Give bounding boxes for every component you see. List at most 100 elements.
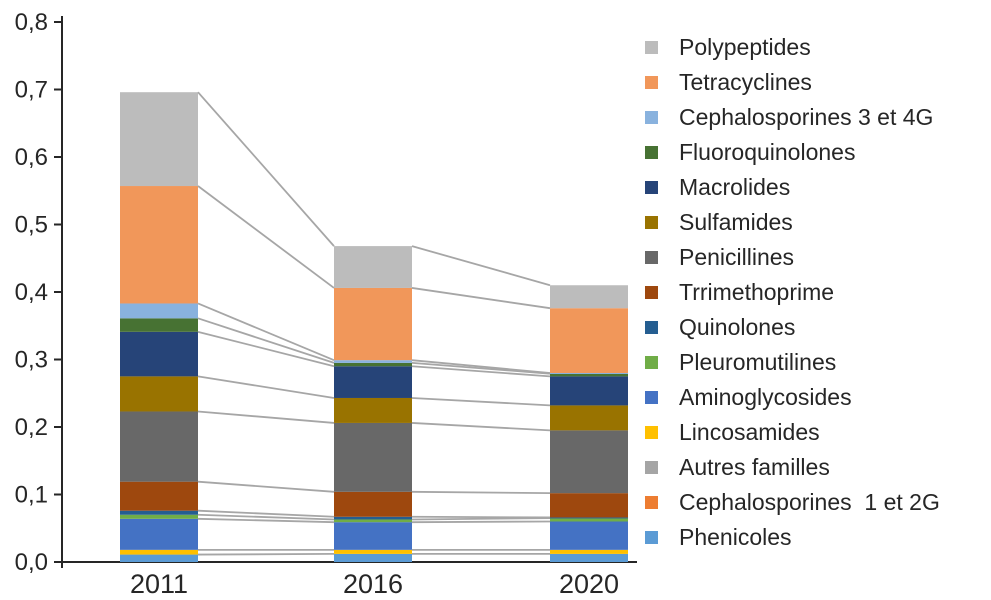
legend-swatch-icon bbox=[645, 425, 658, 439]
legend-label: Polypeptides bbox=[679, 34, 811, 60]
legend-swatch-icon bbox=[645, 250, 658, 264]
bar-segment-pleuromutilines-2016 bbox=[334, 519, 412, 523]
legend-item-lincosamides: Lincosamides bbox=[645, 421, 940, 444]
connector-line bbox=[411, 490, 551, 495]
legend-item-cephalosporines-3-et-4g: Cephalosporines 3 et 4G bbox=[645, 104, 940, 130]
legend-item-quinolones: Quinolones bbox=[645, 314, 940, 340]
connector-line bbox=[197, 410, 335, 424]
legend-swatch-icon bbox=[645, 110, 658, 124]
bar-segment-lincosamides-2020 bbox=[550, 549, 628, 554]
connector-line bbox=[411, 520, 551, 524]
legend-swatch-icon bbox=[645, 355, 658, 369]
y-tick-label: 0,4 bbox=[15, 279, 48, 306]
bar-segment-phenicoles-2020 bbox=[550, 553, 628, 562]
legend-item-macrolides: Macrolides bbox=[645, 174, 940, 200]
legend-item-penicillines: Penicillines bbox=[645, 244, 940, 270]
legend-label: Pleuromutilines bbox=[679, 349, 837, 375]
y-tick-label: 0,2 bbox=[15, 414, 48, 441]
bar-segment-aminoglycosides-2016 bbox=[334, 522, 412, 550]
bar-segment-tetracyclines-2016 bbox=[334, 287, 412, 361]
legend-swatch-icon bbox=[645, 285, 658, 299]
y-tick-label: 0,7 bbox=[15, 77, 48, 104]
bar-segment-penicillines-2016 bbox=[334, 422, 412, 492]
legend-label: Cephalosporines 3 et 4G bbox=[679, 104, 934, 130]
y-tick-label: 0,3 bbox=[15, 347, 48, 374]
legend-item-cephalosporines-1-et-2g: Cephalosporines 1 et 2G bbox=[645, 489, 940, 515]
bar-segment-penicillines-2011 bbox=[120, 411, 198, 482]
connector-line bbox=[197, 553, 335, 556]
bar-segment-fluoroquinolones-2020 bbox=[550, 373, 628, 377]
y-tick-label: 0,6 bbox=[15, 144, 48, 171]
bar-segment-sulfamides-2020 bbox=[550, 405, 628, 431]
bar-segment-lincosamides-2016 bbox=[334, 549, 412, 554]
bar-segment-phenicoles-2016 bbox=[334, 553, 412, 562]
legend-item-pleuromutilines: Pleuromutilines bbox=[645, 349, 940, 375]
y-tick-label: 0,1 bbox=[15, 482, 48, 509]
bar-segment-pleuromutilines-2011 bbox=[120, 514, 198, 519]
x-category-label: 2016 bbox=[343, 569, 403, 599]
legend-label: Phenicoles bbox=[679, 524, 792, 550]
connector-line bbox=[197, 185, 335, 289]
bar-segment-penicillines-2020 bbox=[550, 430, 628, 494]
legend-item-phenicoles: Phenicoles bbox=[645, 524, 940, 550]
bar-segment-fluoroquinolones-2016 bbox=[334, 362, 412, 367]
connector-line bbox=[411, 245, 551, 287]
bar-segment-macrolides-2020 bbox=[550, 376, 628, 406]
bar-segment-macrolides-2016 bbox=[334, 366, 412, 398]
x-category-label: 2020 bbox=[559, 569, 619, 599]
bar-segment-sulfamides-2011 bbox=[120, 376, 198, 412]
legend-swatch-icon bbox=[645, 145, 658, 159]
y-tick-label: 0,5 bbox=[15, 212, 48, 239]
connector-line bbox=[411, 515, 551, 519]
legend-item-sulfamides: Sulfamides bbox=[645, 209, 940, 235]
legend-label: Macrolides bbox=[679, 174, 791, 200]
bar-segment-polypeptides-2016 bbox=[334, 246, 412, 288]
legend-item-trrimethoprime: Trrimethoprime bbox=[645, 279, 940, 305]
legend-item-tetracyclines: Tetracyclines bbox=[645, 69, 940, 95]
connector-line bbox=[197, 480, 335, 493]
legend-swatch-icon bbox=[645, 495, 658, 509]
legend-label: Quinolones bbox=[679, 314, 796, 340]
legend-swatch-icon bbox=[645, 530, 658, 544]
legend-label: Tetracyclines bbox=[679, 69, 812, 95]
connector-line bbox=[411, 517, 551, 521]
bar-segment-aminoglycosides-2020 bbox=[550, 521, 628, 550]
connector-line bbox=[411, 359, 551, 374]
bar-segment-tetracyclines-2020 bbox=[550, 308, 628, 373]
legend-swatch-icon bbox=[645, 320, 658, 334]
bar-segment-trrimethoprime-2020 bbox=[550, 493, 628, 518]
bar-segment-macrolides-2011 bbox=[120, 331, 198, 377]
connector-line bbox=[197, 330, 335, 368]
bar-segment-tetracyclines-2011 bbox=[120, 186, 198, 304]
bar-segment-quinolones-2016 bbox=[334, 516, 412, 520]
connector-line bbox=[411, 361, 551, 375]
legend-label: Sulfamides bbox=[679, 209, 793, 235]
connector-line bbox=[411, 397, 551, 407]
legend-label: Trrimethoprime bbox=[679, 279, 835, 305]
legend-swatch-icon bbox=[645, 75, 658, 89]
bar-segment-sulfamides-2016 bbox=[334, 397, 412, 423]
bar-segment-quinolones-2011 bbox=[120, 510, 198, 515]
connector-line bbox=[197, 509, 335, 518]
legend-item-aminoglycosides: Aminoglycosides bbox=[645, 386, 940, 409]
bar-segment-trrimethoprime-2016 bbox=[334, 491, 412, 517]
bar-segment-phenicoles-2011 bbox=[120, 554, 198, 562]
connector-line bbox=[197, 302, 335, 362]
legend-label: Cephalosporines 1 et 2G bbox=[679, 489, 940, 515]
legend-label: Autres familles bbox=[679, 454, 830, 480]
legend-swatch-icon bbox=[645, 460, 658, 474]
legend-swatch-icon bbox=[645, 390, 658, 404]
bar-segment-cephalosporines-3-et-4g-2020 bbox=[550, 373, 628, 374]
connector-line bbox=[411, 422, 551, 432]
legend-item-polypeptides: Polypeptides bbox=[645, 34, 940, 60]
connector-line bbox=[197, 517, 335, 524]
connector-line bbox=[197, 91, 335, 247]
legend-swatch-icon bbox=[645, 180, 658, 194]
legend-label: Penicillines bbox=[679, 244, 795, 270]
legend: Polypeptides Tetracyclines Cephalosporines… bbox=[645, 34, 940, 550]
bar-segment-cephalosporines-3-et-4g-2011 bbox=[120, 303, 198, 319]
legend-label: Fluoroquinolones bbox=[679, 139, 856, 165]
connector-line bbox=[197, 317, 335, 364]
x-category-label: 2011 bbox=[130, 569, 188, 599]
